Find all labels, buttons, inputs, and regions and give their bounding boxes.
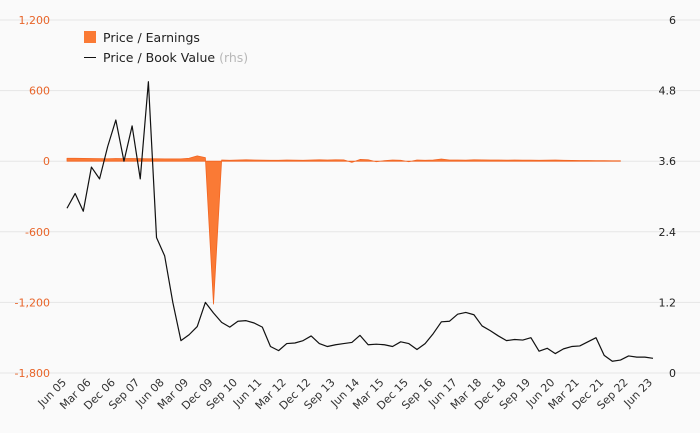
right-axis: 6 4.8 3.6 2.4 1.2 0 [659,14,677,380]
pb-line [66,81,654,362]
legend-note: (rhs) [219,49,249,65]
legend: Price / Earnings Price / Book Value (rhs… [84,27,248,67]
left-axis: 1,200 600 0 -600 -1,200 -1,800 [15,14,50,380]
plot-area [66,81,654,362]
legend-swatch-line [84,56,96,58]
gridlines [0,19,700,374]
legend-item-price-earnings: Price / Earnings [84,27,248,47]
left-tick-label: -1,200 [15,296,50,309]
right-tick-label: 0 [669,367,676,380]
left-tick-label: -1,800 [15,367,50,380]
left-tick-label: 1,200 [19,14,51,27]
legend-label: Price / Earnings [103,29,200,45]
left-tick-label: -600 [25,226,50,239]
pe-area [66,155,621,305]
legend-label: Price / Book Value [103,49,216,65]
left-tick-label: 600 [29,85,50,98]
legend-item-price-book: Price / Book Value (rhs) [84,47,248,67]
right-tick-label: 1.2 [659,296,677,309]
right-tick-label: 4.8 [659,85,677,98]
left-tick-label: 0 [43,155,50,168]
right-tick-label: 6 [669,14,676,27]
right-tick-label: 2.4 [659,226,677,239]
legend-swatch-area [84,31,96,43]
right-tick-label: 3.6 [659,155,677,168]
